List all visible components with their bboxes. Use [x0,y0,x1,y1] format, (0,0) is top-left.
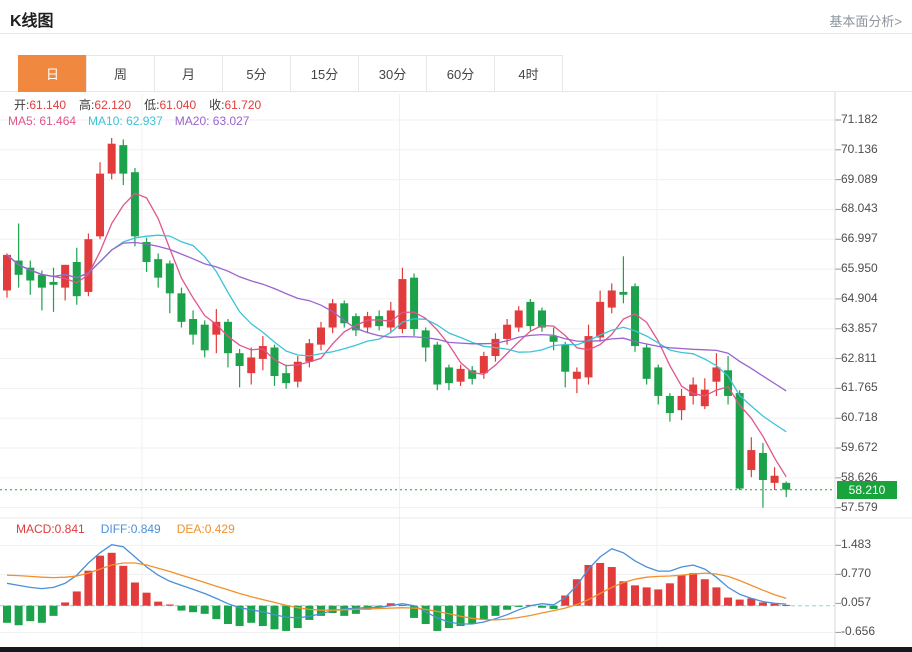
page-header: K线图 基本面分析> [0,0,912,34]
tab-week[interactable]: 周 [86,55,155,92]
axis-tick-label: 0.057 [841,595,872,610]
axis-tick-label: 66.997 [841,231,878,246]
kline-macd-canvas[interactable] [0,92,912,652]
tab-month[interactable]: 月 [154,55,223,92]
fundamental-analysis-link[interactable]: 基本面分析> [829,14,902,29]
axis-tick-label: 59.672 [841,440,878,455]
axis-tick-label: 60.718 [841,410,878,425]
bottom-edge-bar [0,647,912,652]
axis-tick-label: 61.765 [841,380,878,395]
tab-30min[interactable]: 30分 [358,55,427,92]
axis-tick-label: 0.770 [841,566,872,581]
axis-tick-label: -0.656 [841,624,876,639]
tab-15min[interactable]: 15分 [290,55,359,92]
page-title: K线图 [10,13,54,30]
axis-tick-label: 65.950 [841,261,878,276]
axis-tick-label: 70.136 [841,141,878,156]
axis-tick-label: 69.089 [841,171,878,186]
tab-day[interactable]: 日 [18,55,87,92]
axis-tick-label: 58.626 [841,469,878,484]
tab-4hour[interactable]: 4时 [494,55,563,92]
tab-5min[interactable]: 5分 [222,55,291,92]
axis-tick-label: 62.811 [841,350,877,365]
axis-tick-label: 57.579 [841,499,878,514]
axis-tick-label: 71.182 [841,112,878,126]
axis-tick-label: 63.857 [841,320,878,335]
kline-chart-area[interactable]: 开:61.140 高:62.120 低:61.040 收:61.720 MA5: 61… [0,92,912,652]
tab-60min[interactable]: 60分 [426,55,495,92]
interval-tabs: 日周月 5分 15分 30分 60分 4时 [0,55,912,92]
current-price-badge: 58.210 [837,481,897,499]
axis-tick-label: 68.043 [841,201,878,216]
axis-tick-label: 1.483 [841,537,872,552]
axis-tick-label: 64.904 [841,290,878,305]
